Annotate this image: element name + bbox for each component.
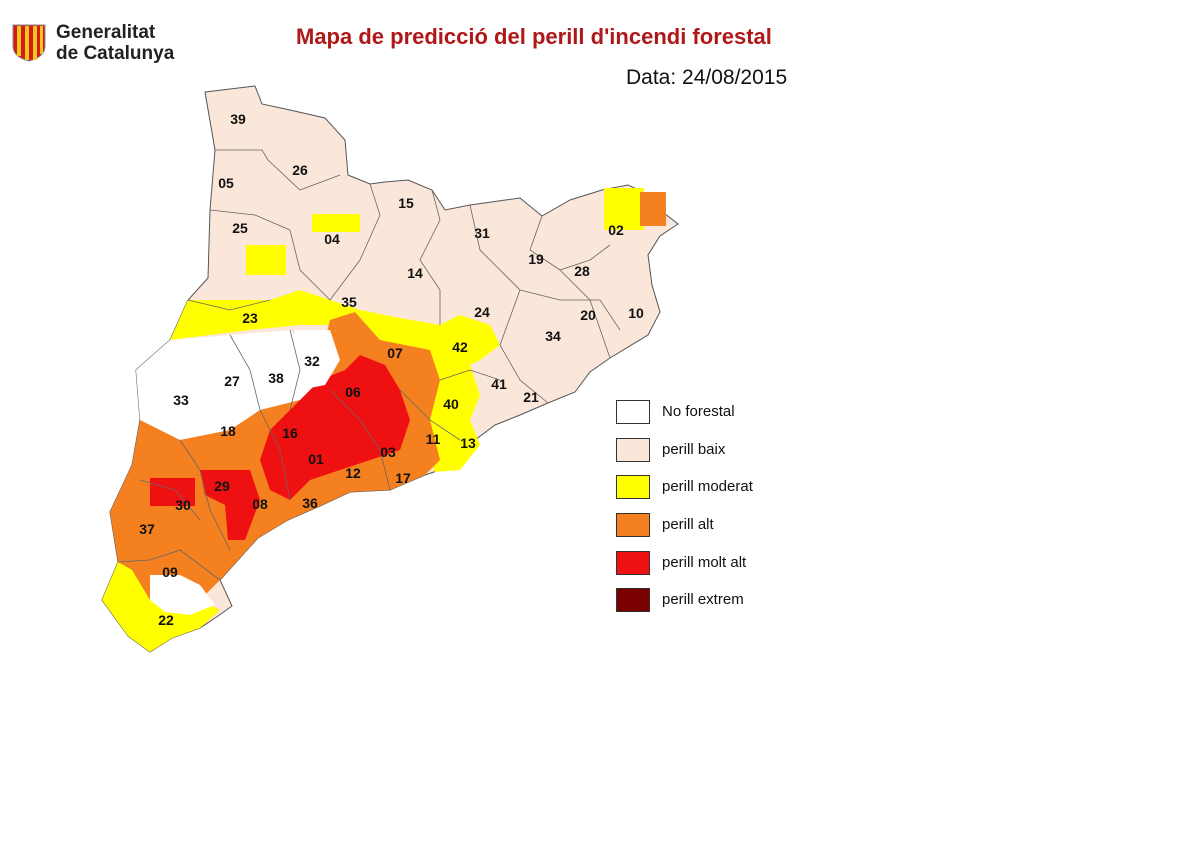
zone-label-05: 05 [218, 175, 234, 191]
zone-label-11: 11 [426, 431, 441, 447]
area-alt-02 [640, 192, 666, 226]
legend-label: perill baix [662, 440, 726, 458]
zone-label-06: 06 [345, 384, 361, 400]
legend-swatch [616, 437, 650, 462]
area-molt-alt-center [260, 355, 410, 500]
area-molt-alt-08 [200, 470, 260, 540]
area-no-forestal-west [136, 330, 330, 440]
map-canvas: Generalitat de Catalunya Mapa de predicc… [12, 22, 788, 653]
zone-boundaries [117, 149, 621, 581]
zone-labels: 39 26 05 15 25 04 31 02 19 28 14 35 24 23 20 10 34 07 42 32… [139, 111, 644, 628]
legend-swatch [616, 475, 650, 500]
legend-label: No forestal [662, 403, 735, 420]
map-title: Mapa de predicció del perill d'incendi f… [296, 24, 772, 49]
zone-label-20: 20 [580, 307, 596, 323]
zone-label-39: 39 [230, 111, 246, 127]
area-moderat-04 [312, 214, 360, 232]
zone-label-16: 16 [282, 425, 298, 441]
zone-label-42: 42 [452, 339, 468, 355]
generalitat-logo-icon [12, 24, 46, 62]
legend-label: perill alt [662, 516, 714, 534]
zone-label-33: 33 [173, 392, 189, 408]
legend-swatch [616, 550, 650, 575]
zone-label-31: 31 [474, 225, 490, 241]
zone-label-02: 02 [608, 222, 624, 238]
area-no-forestal-ebre [150, 575, 215, 615]
legend-swatch [616, 513, 650, 538]
zone-label-14: 14 [407, 265, 423, 281]
organization-name: Generalitat de Catalunya [56, 22, 175, 64]
zone-label-27: 27 [224, 373, 240, 389]
zone-label-28: 28 [574, 263, 590, 279]
legend-label: perill moderat [662, 478, 753, 496]
zone-label-34: 34 [545, 328, 561, 344]
zone-label-40: 40 [443, 396, 459, 412]
legend-label: perill extrem [662, 591, 744, 609]
zone-label-41: 41 [491, 376, 507, 392]
zone-label-35: 35 [341, 294, 357, 310]
zone-label-30: 30 [175, 497, 191, 513]
zone-label-15: 15 [398, 195, 414, 211]
zone-label-07: 07 [387, 345, 403, 361]
zone-label-12: 12 [345, 465, 361, 481]
zone-label-26: 26 [292, 162, 308, 178]
zone-label-23: 23 [242, 310, 258, 326]
zone-label-04: 04 [324, 231, 340, 247]
zone-areas [102, 188, 666, 652]
area-moderat-02 [604, 188, 644, 230]
zone-label-13: 13 [460, 435, 476, 451]
zone-label-29: 29 [214, 478, 230, 494]
zone-label-01: 01 [308, 451, 324, 467]
zone-label-08: 08 [252, 496, 268, 512]
catalonia-fire-risk-map: 39 26 05 15 25 04 31 02 19 28 14 35 24 23 20 10 34 07 42 32… [101, 85, 679, 653]
area-no-forestal-32 [292, 330, 340, 390]
legend-swatch [616, 588, 650, 613]
zone-label-25: 25 [232, 220, 248, 236]
zone-label-38: 38 [268, 370, 284, 386]
map-date: Data: 24/08/2015 [626, 66, 788, 89]
zone-label-09: 09 [162, 564, 178, 580]
zone-label-21: 21 [523, 389, 539, 405]
zone-label-19: 19 [528, 251, 544, 267]
area-molt-alt-30 [150, 478, 195, 506]
zone-label-10: 10 [628, 305, 644, 321]
legend-label: perill molt alt [662, 553, 747, 571]
zone-label-32: 32 [304, 353, 320, 369]
zone-label-37: 37 [139, 521, 155, 537]
area-moderat-25 [246, 245, 286, 275]
zone-label-17: 17 [395, 470, 411, 486]
zone-label-03: 03 [380, 444, 396, 460]
zone-label-36: 36 [302, 495, 318, 511]
legend-swatch [616, 400, 650, 424]
zone-label-18: 18 [220, 423, 236, 439]
zone-label-24: 24 [474, 304, 490, 320]
zone-label-22: 22 [158, 612, 174, 628]
